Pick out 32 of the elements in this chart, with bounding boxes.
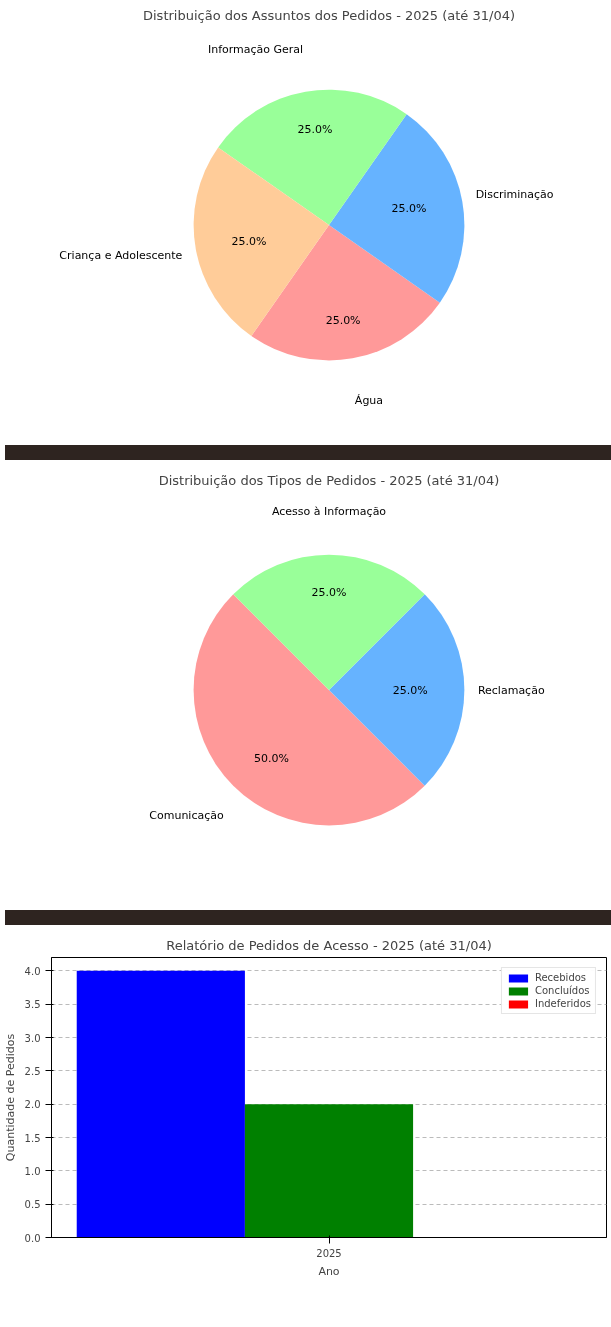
legend-label: Concluídos [534, 985, 590, 996]
slice-label: Comunicação [149, 809, 224, 823]
y-tick-label: 3.5 [24, 999, 41, 1011]
y-axis-title: Quantidade de Pedidos [3, 1033, 17, 1162]
slice-label: Água [354, 393, 384, 407]
y-tick-label: 1.0 [24, 1165, 41, 1177]
data-label: 25.0% [231, 235, 267, 249]
slice-label: Informação Geral [207, 43, 304, 57]
chart-title: Distribuição dos Assuntos dos Pedidos - 2025 (até 31/04) [142, 7, 516, 23]
x-axis-title: Ano [318, 1264, 340, 1278]
legend-label: Recebidos [534, 972, 587, 983]
y-tick-label: 0.5 [24, 1199, 41, 1211]
y-tick-label: 0.0 [24, 1232, 41, 1244]
legend-label: Indeferidos [534, 998, 591, 1009]
data-label: 25.0% [297, 122, 333, 136]
x-tick-label: 2025 [316, 1247, 342, 1259]
data-label: 25.0% [391, 201, 427, 215]
y-tick-label: 1.5 [24, 1132, 41, 1144]
data-label: 25.0% [325, 314, 361, 328]
y-tick-label: 2.0 [24, 1099, 41, 1111]
chart-title: Distribuição dos Tipos de Pedidos - 2025 (até 31/04) [158, 472, 500, 488]
y-tick-label: 2.5 [24, 1065, 41, 1077]
y-tick-label: 3.0 [24, 1032, 41, 1044]
y-tick-label: 4.0 [24, 965, 41, 977]
slice-label: Criança e Adolescente [59, 249, 183, 263]
data-label: 25.0% [392, 683, 428, 697]
slice-label: Discriminação [475, 187, 554, 201]
slice-label: Acesso à Informação [271, 505, 387, 519]
data-label: 25.0% [311, 586, 347, 600]
data-label: 50.0% [254, 752, 290, 766]
slice-label: Reclamação [477, 683, 545, 697]
chart-title: Relatório de Pedidos de Acesso - 2025 (até 31/04) [166, 937, 492, 953]
